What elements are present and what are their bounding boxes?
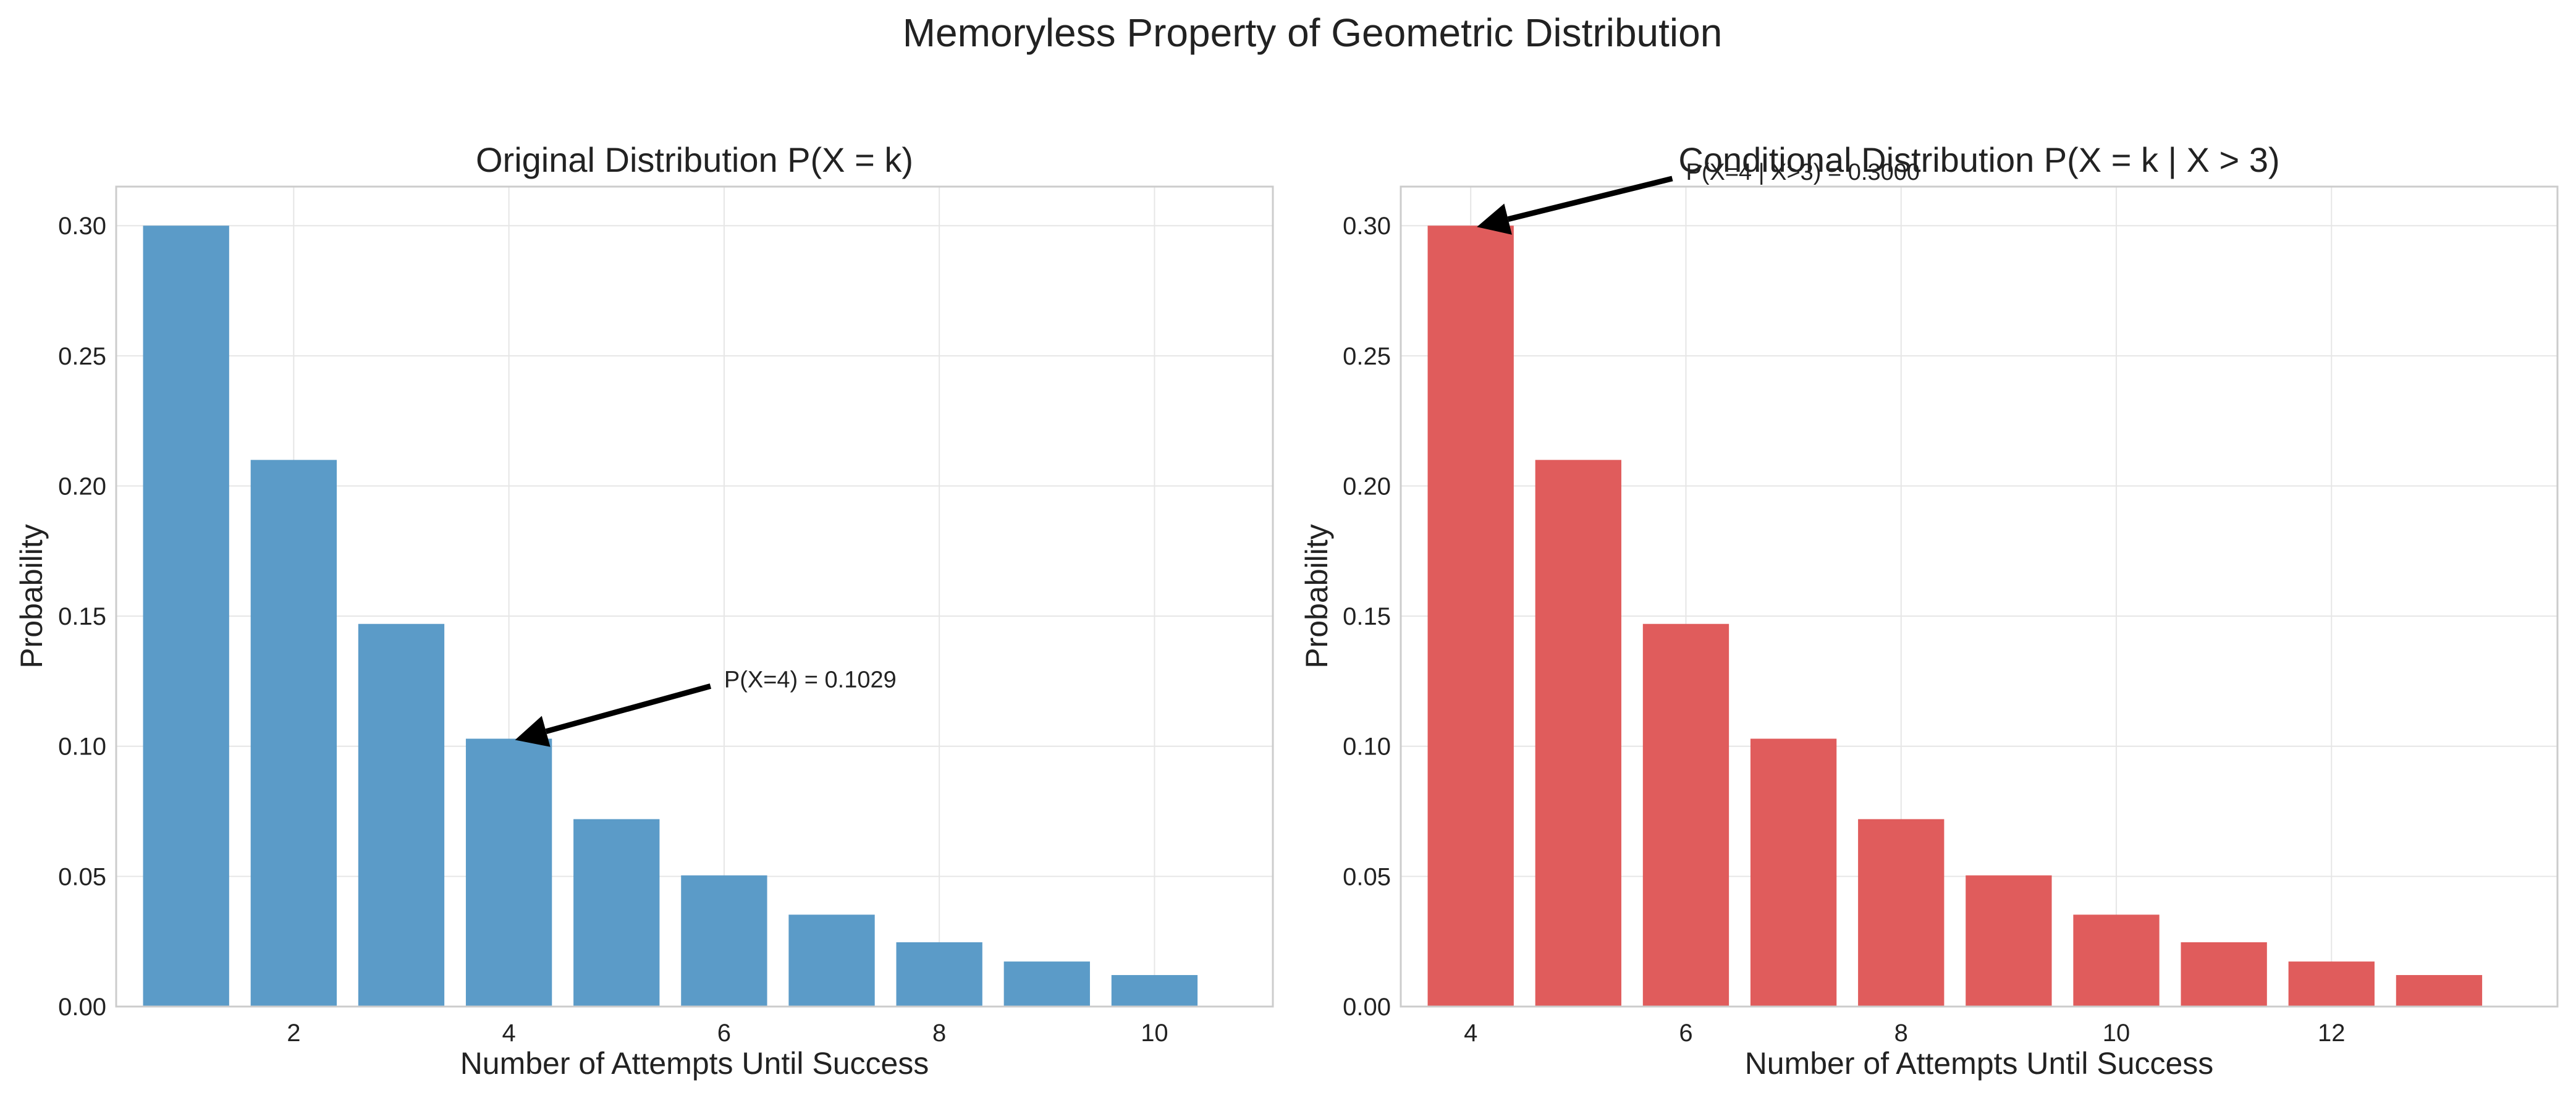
left-chart-title: Original Distribution P(X = k) bbox=[476, 140, 913, 179]
right-annotation-arrowhead bbox=[1477, 203, 1512, 235]
right-bar-5 bbox=[1535, 460, 1621, 1007]
figure-title: Memoryless Property of Geometric Distrib… bbox=[903, 11, 1723, 55]
right-x-tick-label: 10 bbox=[2103, 1020, 2130, 1047]
right-y-tick-label: 0.20 bbox=[1343, 473, 1391, 500]
right-y-tick-label: 0.10 bbox=[1343, 733, 1391, 761]
left-bar-4 bbox=[465, 738, 552, 1007]
right-bar-12 bbox=[2288, 961, 2375, 1007]
left-annotation-arrowhead bbox=[515, 716, 551, 747]
right-bar-13 bbox=[2396, 975, 2483, 1007]
left-annotation-arrow bbox=[545, 683, 712, 735]
right-y-tick-label: 0.15 bbox=[1343, 603, 1391, 630]
left-y-tick-label: 0.15 bbox=[58, 603, 106, 630]
left-y-tick-label: 0.00 bbox=[58, 994, 106, 1021]
right-plot-frame bbox=[1400, 185, 2559, 1008]
right-annotation-arrow bbox=[1507, 175, 1673, 222]
left-bar-8 bbox=[896, 942, 982, 1007]
left-y-tick-label: 0.20 bbox=[58, 473, 106, 500]
right-x-axis-label: Number of Attempts Until Success bbox=[1745, 1046, 2214, 1081]
right-y-tick-label: 0.25 bbox=[1343, 343, 1391, 370]
right-bar-9 bbox=[1966, 875, 2052, 1007]
right-bar-6 bbox=[1642, 623, 1729, 1007]
right-chart-title: Conditional Distribution P(X = k | X > 3… bbox=[1678, 140, 2279, 179]
right-bar-10 bbox=[2073, 914, 2160, 1007]
right-x-tick-label: 12 bbox=[2318, 1020, 2346, 1047]
left-x-tick-label: 10 bbox=[1141, 1020, 1168, 1047]
left-bar-1 bbox=[143, 226, 229, 1007]
left-annotation-text: P(X=4) = 0.1029 bbox=[724, 667, 897, 693]
left-x-tick-label: 6 bbox=[717, 1020, 731, 1047]
left-y-tick-label: 0.05 bbox=[58, 863, 106, 890]
left-y-tick-label: 0.10 bbox=[58, 733, 106, 761]
right-y-axis-label: Probability bbox=[1299, 524, 1334, 668]
left-x-tick-label: 8 bbox=[932, 1020, 946, 1047]
right-y-tick-label: 0.30 bbox=[1343, 213, 1391, 240]
left-x-axis-label: Number of Attempts Until Success bbox=[460, 1046, 929, 1081]
right-bar-4 bbox=[1427, 226, 1514, 1007]
right-y-tick-label: 0.00 bbox=[1343, 994, 1391, 1021]
right-y-tick-label: 0.05 bbox=[1343, 863, 1391, 890]
left-bar-9 bbox=[1003, 961, 1090, 1007]
left-y-axis-label: Probability bbox=[14, 524, 49, 668]
left-bar-3 bbox=[358, 623, 445, 1007]
right-annotation-text: P(X=4 | X>3) = 0.3000 bbox=[1686, 159, 1920, 185]
right-x-tick-label: 4 bbox=[1464, 1020, 1477, 1047]
left-bar-2 bbox=[250, 460, 337, 1007]
left-x-tick-label: 4 bbox=[502, 1020, 515, 1047]
right-x-tick-label: 8 bbox=[1894, 1020, 1908, 1047]
right-chart: 0.00 0.05 0.10 0.15 0.20 0.25 0.30 4 6 8 10 12 Con… bbox=[1299, 140, 2559, 1081]
left-bar-6 bbox=[681, 875, 767, 1007]
left-bar-10 bbox=[1111, 975, 1198, 1007]
left-bar-5 bbox=[573, 819, 660, 1007]
right-bar-7 bbox=[1750, 738, 1837, 1007]
left-x-tick-label: 2 bbox=[287, 1020, 300, 1047]
left-bar-7 bbox=[788, 914, 875, 1007]
left-y-tick-label: 0.25 bbox=[58, 343, 106, 370]
left-chart: 0.00 0.05 0.10 0.15 0.20 0.25 0.30 2 4 6 8 10 P(X=… bbox=[14, 140, 1274, 1081]
left-y-tick-label: 0.30 bbox=[58, 213, 106, 240]
right-x-tick-label: 6 bbox=[1679, 1020, 1692, 1047]
right-bar-8 bbox=[1858, 819, 1945, 1007]
right-bar-11 bbox=[2181, 942, 2267, 1007]
left-plot-frame bbox=[115, 185, 1274, 1008]
